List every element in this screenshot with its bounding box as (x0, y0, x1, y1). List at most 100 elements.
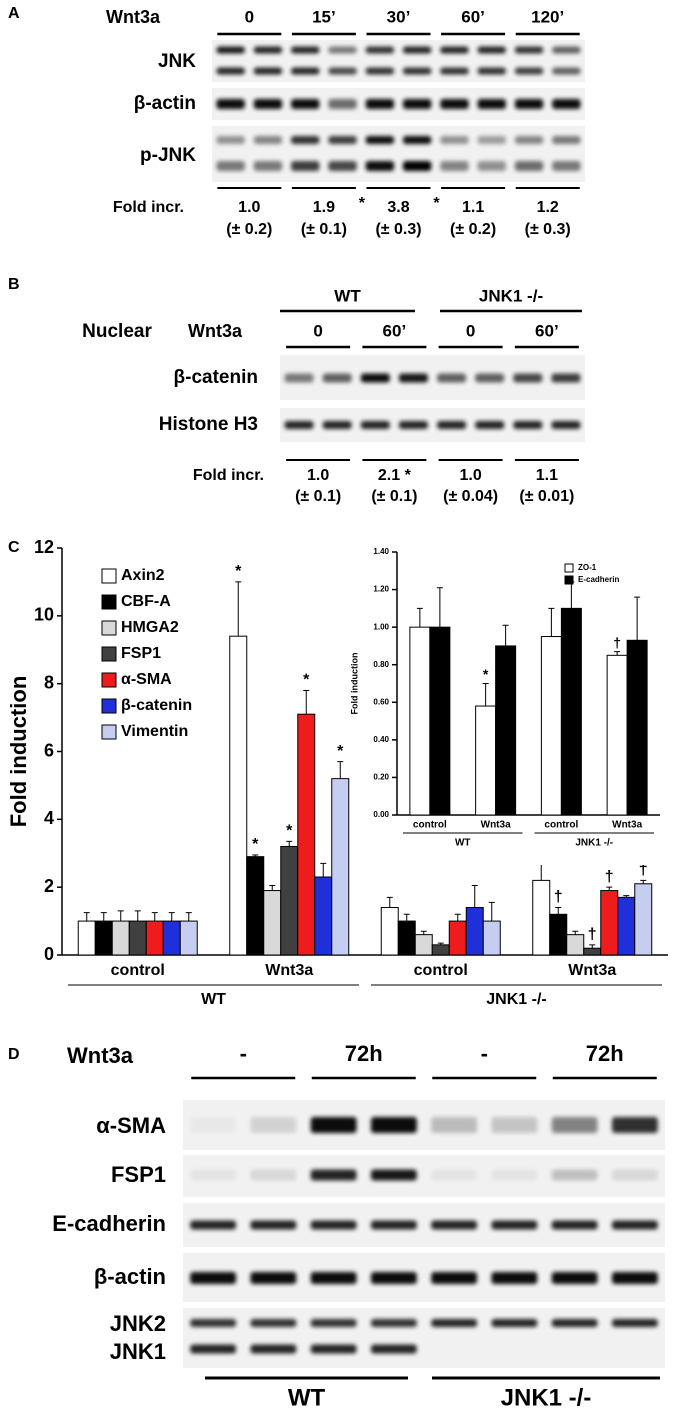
band (365, 136, 395, 144)
band (514, 136, 544, 144)
band (328, 67, 357, 75)
band (216, 161, 245, 171)
band (514, 161, 544, 171)
bar (414, 934, 433, 956)
band (514, 99, 544, 109)
y-tick-label: 0.00 (373, 810, 389, 819)
band (440, 161, 469, 171)
significance-mark: † (605, 868, 614, 885)
timepoint: 0 (245, 7, 254, 26)
band (477, 136, 506, 144)
blot-background (183, 1308, 665, 1368)
significance-mark: * (433, 195, 440, 212)
band (551, 1117, 598, 1133)
band (477, 67, 506, 75)
band (491, 1319, 538, 1327)
band (253, 136, 283, 144)
bar (314, 876, 333, 956)
band (370, 1117, 417, 1133)
y-tick-label: 0.20 (373, 773, 389, 782)
condition: 72h (345, 1041, 383, 1066)
error-bar (548, 607, 555, 637)
band (611, 1117, 658, 1133)
band (365, 46, 395, 54)
band (475, 421, 505, 429)
group-label: WT (455, 838, 471, 849)
error-bar (589, 944, 596, 949)
error-bar (151, 912, 158, 922)
band (190, 1169, 237, 1181)
band (291, 99, 320, 109)
band (190, 1117, 236, 1133)
band (552, 67, 581, 75)
bar (606, 654, 628, 816)
error-bar (303, 689, 310, 715)
band (291, 67, 320, 75)
legend-swatch (101, 620, 117, 636)
error-bar (235, 581, 242, 637)
timepoint: 0 (313, 321, 322, 340)
error-bar (269, 884, 276, 891)
fold-sd: (± 0.01) (519, 488, 574, 505)
bar (532, 879, 551, 956)
y-tick-label: 1.00 (373, 622, 389, 631)
legend-label: ZO-1 (578, 563, 597, 572)
band (310, 1344, 357, 1354)
legend-label: FSP1 (121, 645, 161, 662)
fold-value: 2.1 * (378, 467, 412, 484)
band (551, 1319, 598, 1327)
error-bar (482, 683, 489, 707)
bar (77, 920, 96, 956)
fold-value: 1.1 (462, 199, 484, 216)
band (190, 1220, 237, 1230)
band (310, 1220, 357, 1230)
band (402, 161, 432, 171)
y-tick-label: 10 (34, 605, 54, 625)
row-label: β-catenin (174, 367, 258, 388)
error-bar (502, 624, 509, 646)
significance-mark: * (252, 836, 259, 853)
y-tick-label: 4 (44, 808, 54, 828)
treatment-label: Wnt3a (67, 1043, 134, 1068)
timepoint: 0 (466, 321, 475, 340)
error-bar (416, 607, 423, 628)
bar (431, 944, 450, 956)
band (513, 421, 543, 429)
band (284, 421, 314, 429)
band (250, 1344, 297, 1354)
band (370, 1272, 417, 1284)
band (250, 1117, 297, 1133)
significance-mark: * (235, 563, 242, 580)
condition: - (481, 1041, 488, 1066)
bar (540, 636, 562, 816)
y-axis-label: Fold induction (6, 676, 31, 828)
band (551, 1272, 598, 1284)
band (365, 67, 395, 75)
fold-value: 1.9 (313, 199, 335, 216)
band (310, 1169, 357, 1181)
fold-sd: (± 0.04) (443, 488, 498, 505)
fold-value: 3.8 (387, 199, 409, 216)
bar (495, 645, 517, 816)
group-label: WT (201, 991, 226, 1008)
band (514, 67, 544, 75)
band (491, 1169, 538, 1181)
treatment-label: Wnt3a (106, 7, 161, 27)
band (365, 161, 395, 171)
x-tick-label: control (414, 962, 468, 979)
significance-mark: * (337, 743, 344, 760)
legend-swatch (101, 698, 117, 714)
x-tick-label: Wnt3a (612, 820, 642, 831)
error-bar (437, 942, 444, 945)
legend-label: Vimentin (121, 723, 188, 740)
row-label: β-actin (134, 93, 196, 114)
band (250, 1220, 297, 1230)
band (611, 1272, 658, 1284)
y-tick-label: 0.80 (373, 660, 389, 669)
fold-sd: (± 0.1) (301, 221, 347, 238)
band (491, 1117, 538, 1133)
y-tick-label: 0.40 (373, 735, 389, 744)
band (370, 1344, 417, 1354)
y-tick-label: 2 (44, 876, 54, 896)
band (291, 46, 320, 54)
